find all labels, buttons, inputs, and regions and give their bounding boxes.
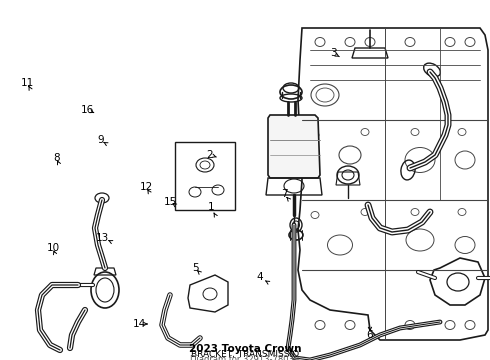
- Polygon shape: [268, 115, 320, 178]
- Text: 3: 3: [330, 48, 337, 58]
- Text: 14: 14: [133, 319, 147, 329]
- Text: 5: 5: [192, 263, 198, 273]
- Text: 4: 4: [256, 272, 263, 282]
- Text: BRACKET, TRANSMISSIO: BRACKET, TRANSMISSIO: [191, 350, 299, 359]
- Text: 8: 8: [53, 153, 60, 163]
- Text: 11: 11: [20, 78, 34, 88]
- Text: 9: 9: [97, 135, 104, 145]
- Text: 15: 15: [164, 197, 177, 207]
- Text: 7: 7: [281, 189, 288, 199]
- Text: 6: 6: [367, 330, 373, 340]
- Text: Diagram for 32913-78030: Diagram for 32913-78030: [191, 355, 299, 360]
- Text: 2: 2: [206, 150, 213, 160]
- Text: 13: 13: [96, 233, 110, 243]
- Text: 2023 Toyota Crown: 2023 Toyota Crown: [189, 344, 301, 354]
- Text: 16: 16: [80, 105, 94, 115]
- Text: 12: 12: [139, 182, 153, 192]
- Text: 10: 10: [47, 243, 59, 253]
- Text: 1: 1: [207, 202, 214, 212]
